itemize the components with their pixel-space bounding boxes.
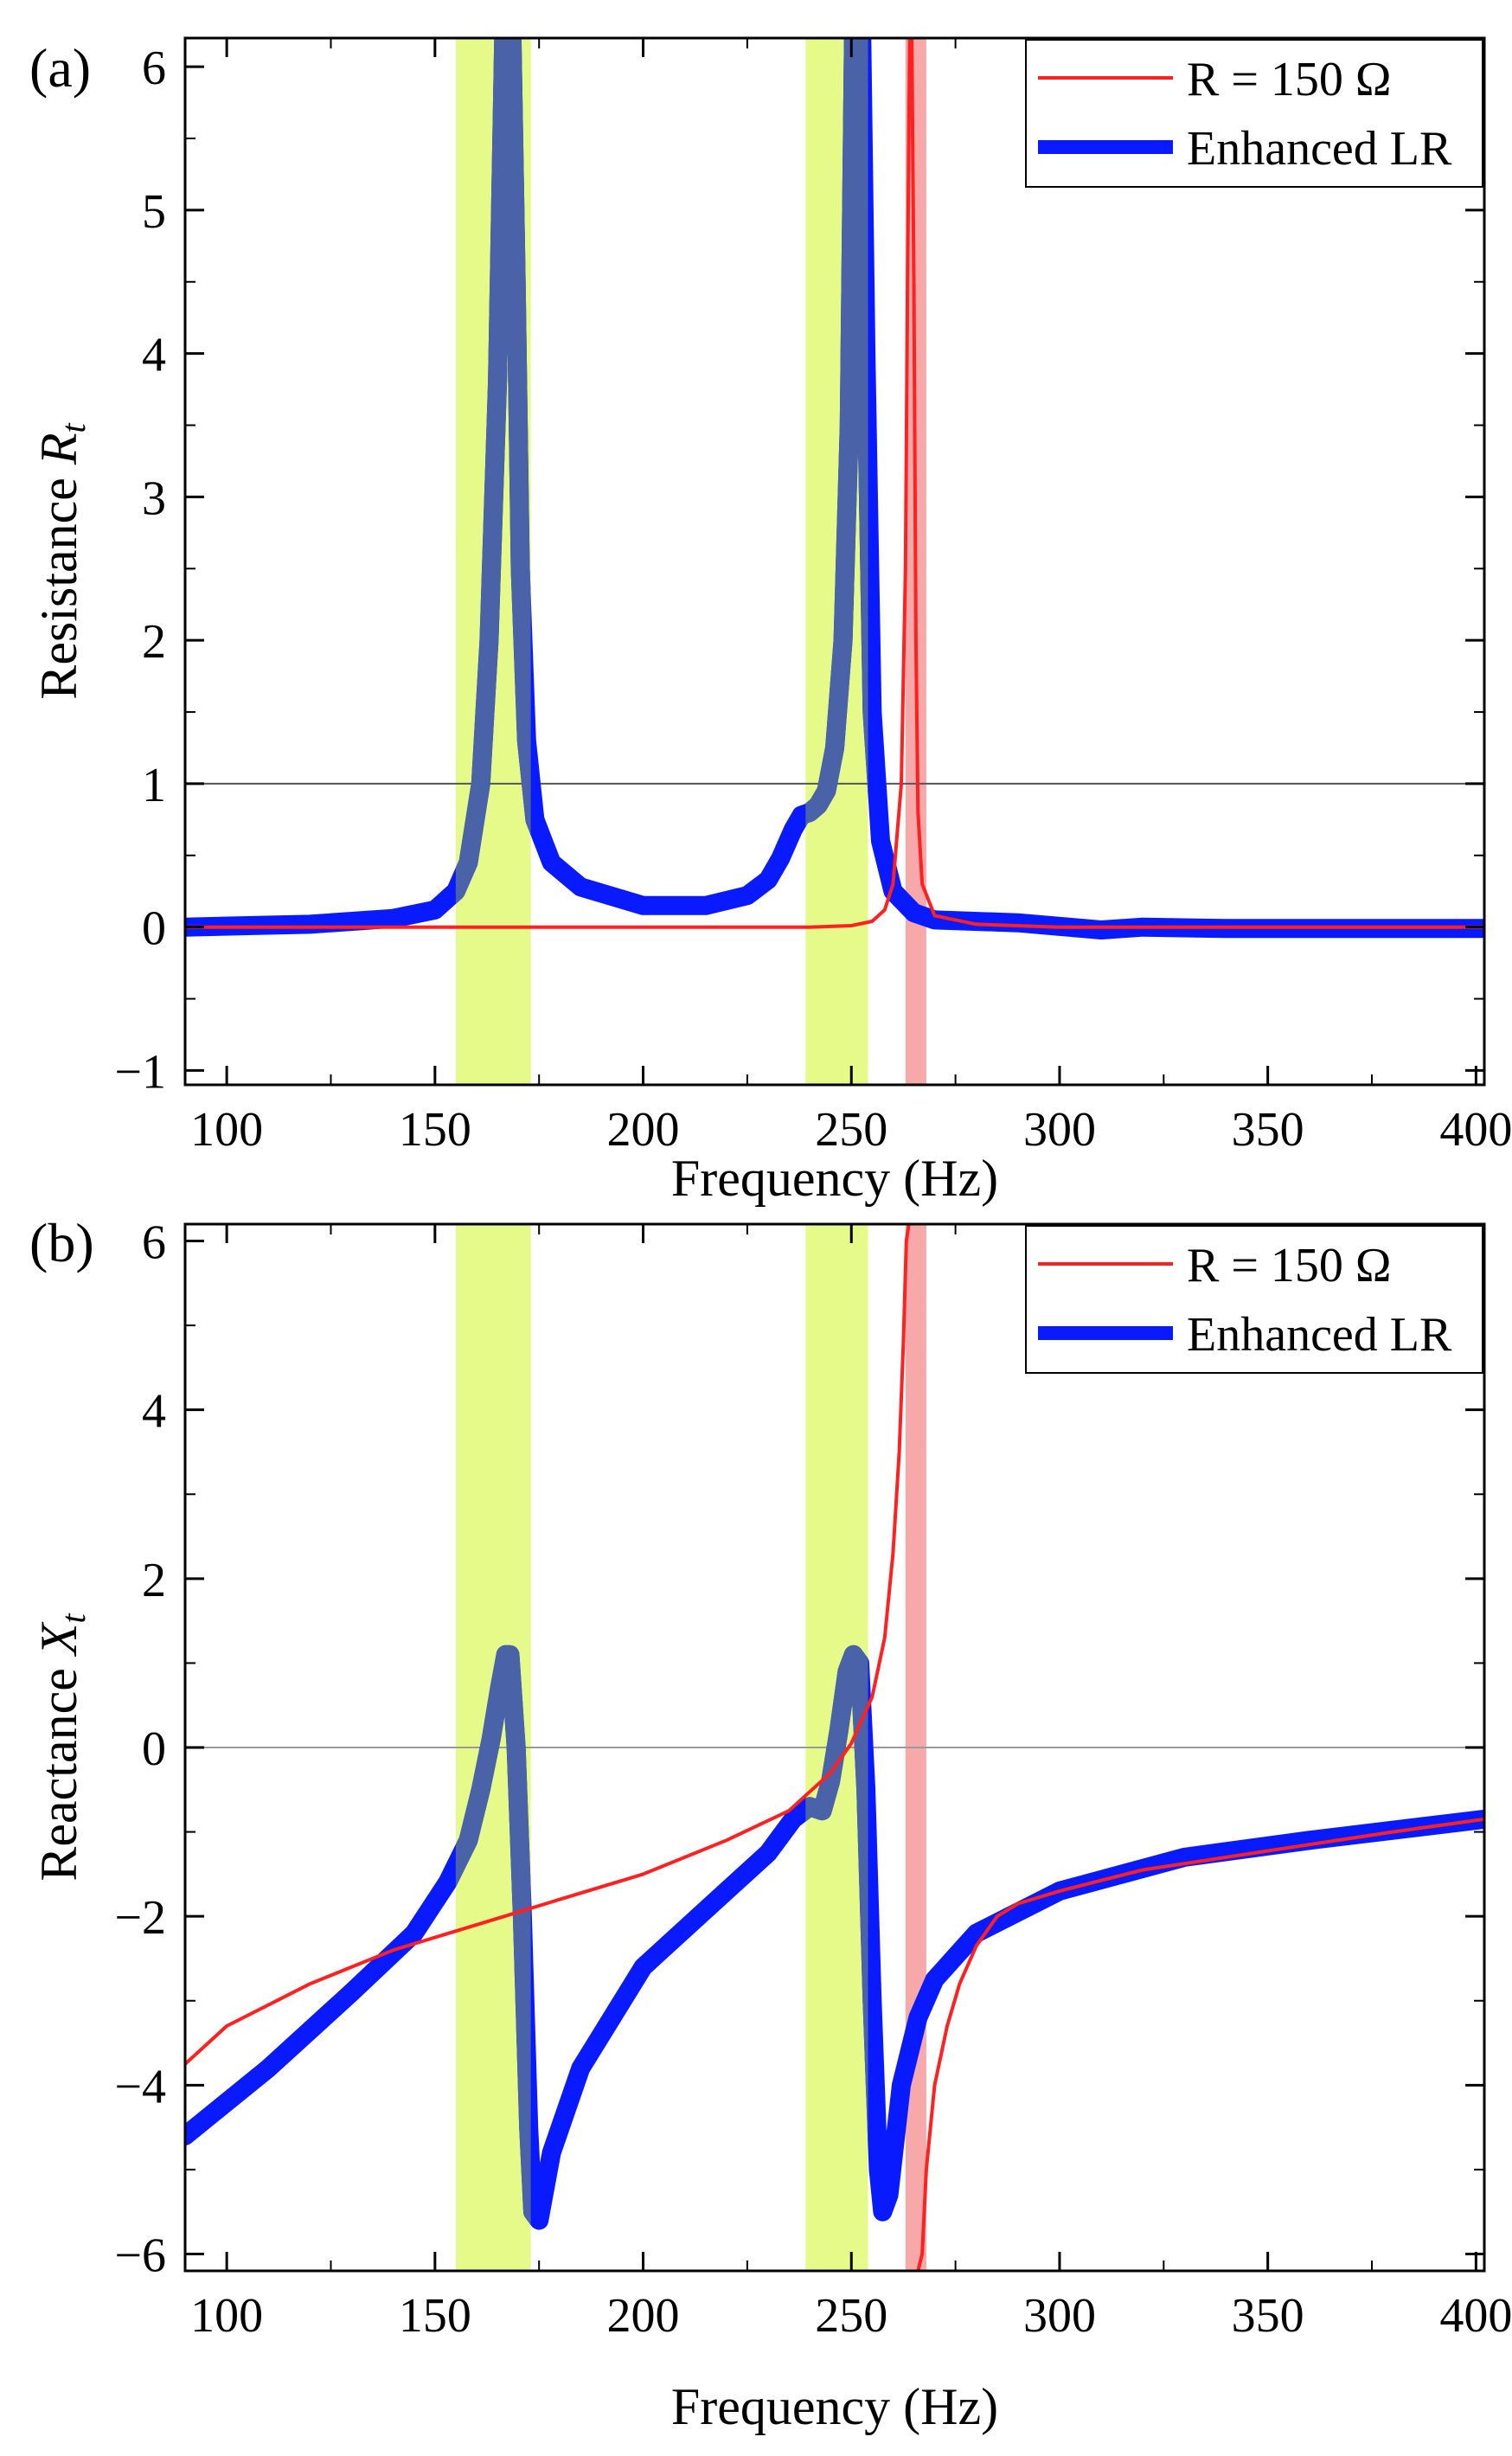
x-tick-label: 150	[399, 2289, 471, 2343]
series-line-r150	[185, 38, 1484, 929]
y-tick-label: 2	[142, 615, 166, 669]
y-tick-label: 5	[142, 185, 166, 239]
series-line-r150	[185, 1224, 911, 2066]
x-tick-label: 100	[190, 2289, 263, 2343]
y-tick-label: −1	[114, 1045, 166, 1099]
panel-a-legend: R = 150 Ω Enhanced LR	[1025, 39, 1483, 188]
y-tick-label: −2	[114, 1891, 166, 1945]
panel-b-legend-label-red: R = 150 Ω	[1187, 1239, 1392, 1292]
x-tick-label: 200	[607, 2289, 680, 2343]
y-tick-label: 4	[142, 329, 166, 382]
panel-b-legend-box	[1025, 1225, 1483, 1374]
panel-b-y-axis-label-sub: t	[54, 1613, 93, 1623]
panel-b-legend-label-blue: Enhanced LR	[1187, 1308, 1452, 1362]
panel-a-y-axis-label-text: Resistance	[30, 465, 87, 700]
panel-b-ticks: 100 150 200 250 300 350 400 −6 −4 −2 0 2 4 6	[114, 1216, 1512, 2343]
panel-a-background	[0, 0, 1512, 1211]
y-tick-label: −4	[114, 2060, 166, 2113]
x-tick-label: 200	[607, 1103, 680, 1157]
x-tick-label: 400	[1439, 1103, 1512, 1157]
panel-a-plot-frame	[183, 36, 1486, 1087]
x-tick-label: 100	[190, 1103, 263, 1157]
x-tick-label: 300	[1023, 1103, 1096, 1157]
x-tick-label: 250	[815, 1103, 887, 1157]
series-line-r150	[916, 1817, 1484, 2271]
panel-b-y-axis-label-text: Reactance	[30, 1655, 87, 1881]
y-tick-label: 6	[142, 1216, 166, 1270]
panel-a-resistance: 100 150 200 250 300 350 400 −1 0 1 2 3 4 5 6 (a) Frequ…	[0, 0, 1512, 1211]
y-tick-label: 4	[142, 1385, 166, 1439]
panel-a-y-axis-label: Resistance Rt	[30, 422, 93, 699]
y-tick-label: 6	[142, 42, 166, 95]
panel-b-label: (b)	[29, 1212, 94, 1273]
y-tick-label: 0	[142, 1722, 166, 1776]
y-tick-label: 3	[142, 471, 166, 525]
panel-a-legend-label-blue: Enhanced LR	[1187, 122, 1452, 176]
y-tick-label: −6	[114, 2228, 166, 2282]
x-tick-label: 300	[1023, 2289, 1096, 2343]
y-tick-label: 2	[142, 1554, 166, 1607]
x-tick-label: 350	[1232, 1103, 1304, 1157]
panel-a-legend-box	[1025, 39, 1483, 188]
series-line-enhanced-lr-in-band	[455, 1645, 531, 2225]
panel-a-y-axis-label-var: R	[30, 433, 87, 465]
x-tick-label: 150	[399, 1103, 471, 1157]
panel-a-legend-label-red: R = 150 Ω	[1187, 53, 1392, 106]
y-tick-label: 1	[142, 759, 166, 812]
panel-a-x-axis-label: Frequency (Hz)	[671, 1150, 998, 1207]
x-tick-label: 350	[1232, 2289, 1304, 2343]
y-tick-label: 0	[142, 902, 166, 956]
panel-b-y-axis-label: Reactance Xt	[30, 1613, 93, 1881]
panel-b-legend: R = 150 Ω Enhanced LR	[1025, 1225, 1483, 1374]
panel-b-y-axis-label-var: X	[30, 1621, 87, 1657]
panel-a-ticks: 100 150 200 250 300 350 400 −1 0 1 2 3 4 5 6	[114, 38, 1512, 1157]
panel-b-reactance: 100 150 200 250 300 350 400 −6 −4 −2 0 2 4 6 (b) Freq…	[29, 1212, 1512, 2435]
panel-a-label: (a)	[29, 37, 91, 99]
panel-a-y-axis-label-sub: t	[54, 422, 93, 433]
panel-b-series	[185, 1224, 1484, 2271]
series-line-enhanced-lr-in-band	[455, 38, 531, 904]
x-tick-label: 400	[1439, 2289, 1512, 2343]
panel-a-series	[185, 38, 1484, 939]
panel-b-x-axis-label: Frequency (Hz)	[671, 2378, 998, 2435]
x-tick-label: 250	[815, 2289, 887, 2343]
